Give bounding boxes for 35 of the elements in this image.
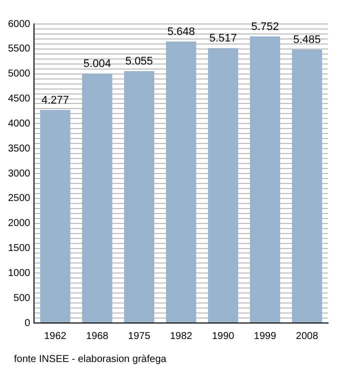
y-tick-label: 4500 bbox=[8, 94, 31, 104]
data-label: 5.004 bbox=[83, 58, 111, 70]
data-label: 4.277 bbox=[41, 94, 69, 106]
x-tick-label: 1990 bbox=[212, 330, 235, 342]
bar bbox=[166, 42, 196, 322]
bar bbox=[292, 50, 322, 322]
data-label: 5.752 bbox=[251, 20, 279, 33]
y-tick-label: 2000 bbox=[8, 218, 31, 230]
y-tick-label: 1500 bbox=[8, 243, 31, 254]
x-tick-label: 1999 bbox=[254, 330, 277, 342]
bar bbox=[82, 74, 112, 322]
y-tick-label: 5500 bbox=[8, 44, 31, 55]
data-label: 5.055 bbox=[125, 56, 153, 68]
data-label: 5.485 bbox=[293, 34, 321, 46]
y-tick-label: 6000 bbox=[8, 18, 31, 30]
y-tick-label: 4000 bbox=[8, 118, 31, 130]
x-tick-label: 2008 bbox=[296, 330, 319, 342]
data-label: 5.517 bbox=[209, 32, 237, 45]
x-tick-label: 1968 bbox=[86, 330, 109, 342]
y-tick-label: 3500 bbox=[8, 143, 31, 154]
y-tick-label: 3000 bbox=[8, 168, 31, 180]
bar bbox=[250, 36, 280, 322]
bar bbox=[208, 48, 238, 322]
data-label: 5.648 bbox=[167, 26, 195, 38]
x-tick-label: 1982 bbox=[170, 330, 193, 342]
bar bbox=[40, 110, 70, 322]
x-tick-label: 1975 bbox=[128, 330, 151, 342]
bar bbox=[124, 71, 154, 322]
y-tick-label: 2500 bbox=[8, 193, 31, 204]
y-tick-label: 0 bbox=[24, 318, 31, 329]
y-tick-label: 1000 bbox=[8, 268, 31, 279]
x-tick-label: 1962 bbox=[44, 330, 67, 342]
y-tick-label: 500 bbox=[14, 292, 31, 304]
source-note: fonte INSEE - elaborasion gràfega bbox=[14, 354, 166, 365]
y-tick-label: 5000 bbox=[8, 68, 31, 80]
